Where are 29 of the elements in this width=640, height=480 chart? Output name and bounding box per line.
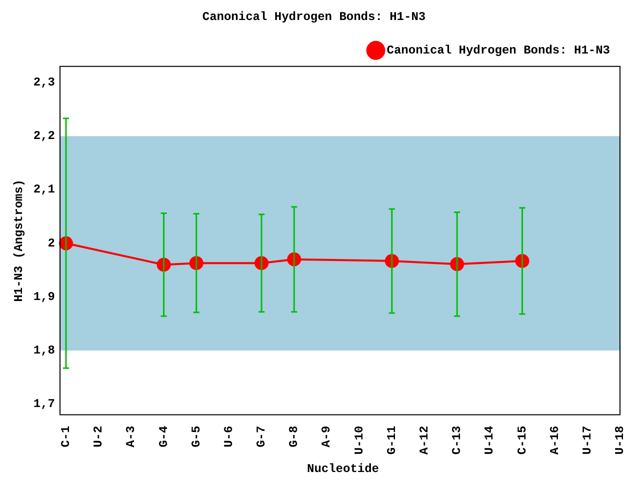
- x-tick-label: G-7: [254, 426, 269, 448]
- x-tick-label: U-6: [222, 426, 236, 448]
- y-tick-label: 2,2: [33, 129, 56, 144]
- x-tick-label: A-12: [417, 426, 432, 455]
- x-tick-label: C-15: [515, 426, 530, 455]
- x-tick-label: A-16: [548, 426, 562, 455]
- legend-label: Canonical Hydrogen Bonds: H1-N3: [386, 43, 610, 58]
- x-tick-label: C-1: [59, 426, 74, 448]
- x-tick-label: G-11: [384, 426, 399, 455]
- chart-title: Canonical Hydrogen Bonds: H1-N3: [202, 10, 426, 24]
- y-tick-label: 2: [48, 236, 56, 250]
- x-tick-label: G-4: [156, 426, 171, 448]
- x-tick-label: U-14: [482, 426, 497, 455]
- y-axis-title: H1-N3 (Angstroms): [12, 179, 26, 302]
- x-tick-label: U-18: [613, 426, 628, 455]
- x-tick-label: A-3: [124, 426, 138, 448]
- x-tick-label: U-17: [580, 426, 594, 455]
- x-tick-label: G-8: [287, 426, 302, 448]
- y-tick-label: 1,9: [33, 290, 56, 304]
- x-tick-label: C-13: [450, 426, 464, 455]
- y-tick-label: 1,8: [33, 343, 56, 358]
- y-tick-label: 2,3: [33, 75, 56, 90]
- y-tick-label: 1,7: [33, 397, 56, 412]
- x-tick-label: U-10: [352, 426, 366, 455]
- x-tick-label: G-5: [189, 426, 204, 448]
- y-tick-label: 2,1: [33, 182, 56, 197]
- x-tick-label: A-9: [320, 426, 334, 448]
- x-axis-title: Nucleotide: [306, 462, 380, 476]
- x-tick-label: U-2: [92, 426, 106, 448]
